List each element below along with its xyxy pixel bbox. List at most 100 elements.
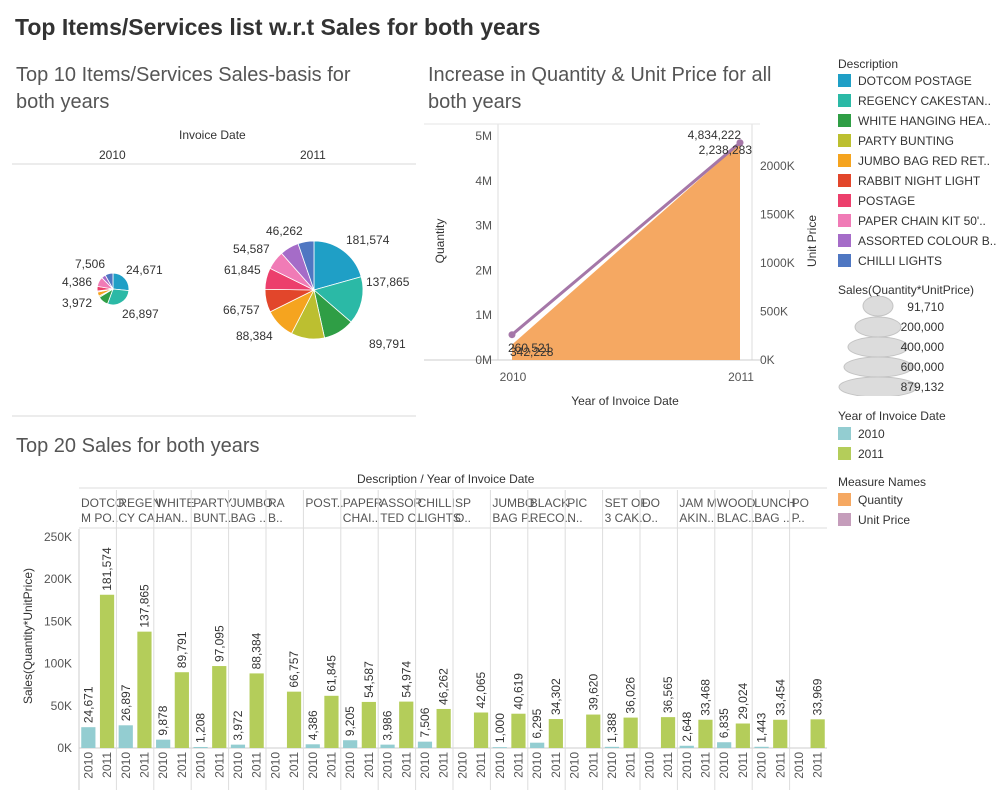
bar-data-label: 6,835 — [717, 708, 731, 738]
bar-data-label: 40,619 — [511, 673, 525, 710]
bar-y-tick-label: 100K — [44, 657, 72, 671]
bar-group-label: JUMBO — [231, 496, 273, 510]
legend-label: ASSORTED COLOUR B.. — [858, 234, 997, 248]
bar-year-tick-label: 2011 — [362, 752, 376, 778]
legend-item-dotcom-postage[interactable]: DOTCOM POSTAGE — [838, 74, 972, 92]
quantity-data-label: 342,228 — [510, 345, 554, 359]
legend-label: DOTCOM POSTAGE — [858, 74, 972, 88]
bar-group-label: PAPER — [343, 496, 383, 510]
legend-label: PARTY BUNTING — [858, 134, 955, 148]
legend-swatch — [838, 447, 851, 460]
pie-year-label-2011: 2011 — [300, 148, 326, 162]
legend-swatch — [838, 493, 851, 506]
quantity-area — [512, 143, 740, 360]
bar-jam-m-akin-2010 — [679, 745, 694, 748]
legend-measure-unit-price[interactable]: Unit Price — [838, 513, 910, 531]
bar-data-label: 34,302 — [549, 678, 563, 715]
dashboard-title: Top Items/Services list w.r.t Sales for … — [15, 14, 541, 40]
bar-paper-chai-2011 — [361, 701, 376, 748]
legend-item-regency-cakestan[interactable]: REGENCY CAKESTAN.. — [838, 94, 991, 112]
area-y-right-tick-label: 0K — [760, 353, 775, 367]
bar-group-label: SP — [455, 496, 471, 510]
pie-2011-slice-dotcom-postage — [313, 240, 362, 291]
legend-label: JUMBO BAG RED RET.. — [858, 154, 991, 168]
legend-label: WHITE HANGING HEA.. — [858, 114, 991, 128]
pie-2011-data-label: 66,757 — [223, 303, 260, 317]
bar-lunch-bag-2011 — [773, 719, 788, 748]
bar-group-label: SET OF — [605, 496, 648, 510]
bar-group-label: O.. — [642, 511, 658, 525]
legend-item-jumbo-bag-red-ret[interactable]: JUMBO BAG RED RET.. — [838, 154, 990, 172]
bar-year-tick-label: 2011 — [773, 752, 787, 778]
bar-group-label: O.. — [455, 511, 471, 525]
size-legend-mark — [854, 316, 902, 338]
bar-year-tick-label: 2011 — [437, 752, 451, 778]
bar-data-label: 33,468 — [698, 679, 712, 716]
bar-year-tick-label: 2011 — [511, 752, 525, 778]
area-y-right-tick-label: 2000K — [760, 159, 795, 173]
size-legend-mark — [862, 296, 894, 317]
unit-price-point — [508, 331, 516, 339]
bar-group-label: JUMBO — [492, 496, 534, 510]
bar-year-tick-label: 2011 — [324, 752, 338, 778]
legend-item-rabbit-night-light[interactable]: RABBIT NIGHT LIGHT — [838, 174, 980, 192]
bar-data-label: 1,208 — [194, 713, 208, 743]
bar-black-reco-2011 — [548, 719, 563, 748]
legend-item-party-bunting[interactable]: PARTY BUNTING — [838, 134, 954, 152]
legend-size-title: Sales(Quantity*UnitPrice) — [838, 283, 975, 297]
legend-item-paper-chain-kit-50[interactable]: PAPER CHAIN KIT 50'.. — [838, 214, 986, 232]
legend-year-2010[interactable]: 2010 — [838, 427, 885, 445]
legend-swatch — [838, 174, 851, 187]
bar-lunch-bag-2010 — [754, 746, 769, 748]
bar-assor-ted-c-2010 — [380, 744, 395, 748]
size-legend-label: 879,132 — [900, 380, 944, 394]
legend-swatch — [838, 513, 851, 526]
pie-2010-data-label: 4,386 — [62, 275, 92, 289]
size-legend-mark — [838, 376, 918, 396]
bar-group-label: JAM M — [679, 496, 716, 510]
bar-data-label: 42,065 — [474, 671, 488, 708]
legend-label: Unit Price — [858, 513, 911, 527]
bar-wood-blac-2011 — [735, 723, 750, 748]
legend-item-chilli-lights[interactable]: CHILLI LIGHTS — [838, 254, 942, 272]
legend-item-postage[interactable]: POSTAGE — [838, 194, 915, 212]
pie-panel-title-line1: Top 10 Items/Services Sales-basis for — [16, 64, 351, 86]
bar-group-label: POST.. — [305, 496, 343, 510]
legend-label: RABBIT NIGHT LIGHT — [858, 174, 981, 188]
bar-group-label: PIC — [567, 496, 587, 510]
bar-year-tick-label: 2010 — [119, 752, 133, 779]
bar-data-label: 61,845 — [324, 655, 338, 692]
bar-year-tick-label: 2010 — [306, 752, 320, 779]
legend-swatch — [838, 154, 851, 167]
bar-year-tick-label: 2010 — [680, 752, 694, 779]
legend-measure-quantity[interactable]: Quantity — [838, 493, 903, 511]
bar-white-han-2010 — [156, 739, 171, 748]
legend-swatch — [838, 254, 851, 267]
bar-group-label: PO — [792, 496, 809, 510]
legend-year-2011[interactable]: 2011 — [838, 447, 884, 465]
legend-swatch — [838, 114, 851, 127]
unit-price-data-label: 2,238,283 — [699, 143, 753, 157]
bar-data-label: 3,972 — [231, 710, 245, 740]
legend-description-title: Description — [838, 57, 899, 71]
bar-year-tick-label: 2011 — [100, 752, 114, 778]
bar-group-label: BAG .. — [231, 511, 266, 525]
bar-year-tick-label: 2011 — [736, 752, 750, 778]
bar-group-label: M PO.. — [81, 511, 118, 525]
legend-item-assorted-colour-b[interactable]: ASSORTED COLOUR B.. — [838, 234, 996, 252]
pie-2011-data-label: 61,845 — [224, 263, 261, 277]
bar-group-label: BLACK — [530, 496, 569, 510]
pie-2010-data-label: 7,506 — [75, 257, 105, 271]
bar-group-label: CHAI.. — [343, 511, 378, 525]
bar-data-label: 66,757 — [287, 651, 301, 688]
bar-group-label: ASSOR — [380, 496, 422, 510]
legend-item-white-hanging-hea[interactable]: WHITE HANGING HEA.. — [838, 114, 991, 132]
bar-group-label: CY CA.. — [118, 511, 161, 525]
bar-year-tick-label: 2010 — [717, 752, 731, 779]
legend-swatch — [838, 134, 851, 147]
bar-data-label: 97,095 — [212, 625, 226, 662]
bar-data-label: 181,574 — [100, 547, 114, 591]
bar-y-axis-title: Sales(Quantity*UnitPrice) — [21, 568, 35, 704]
bar-data-label: 1,443 — [755, 712, 769, 742]
area-y-right-tick-label: 1500K — [760, 207, 795, 221]
